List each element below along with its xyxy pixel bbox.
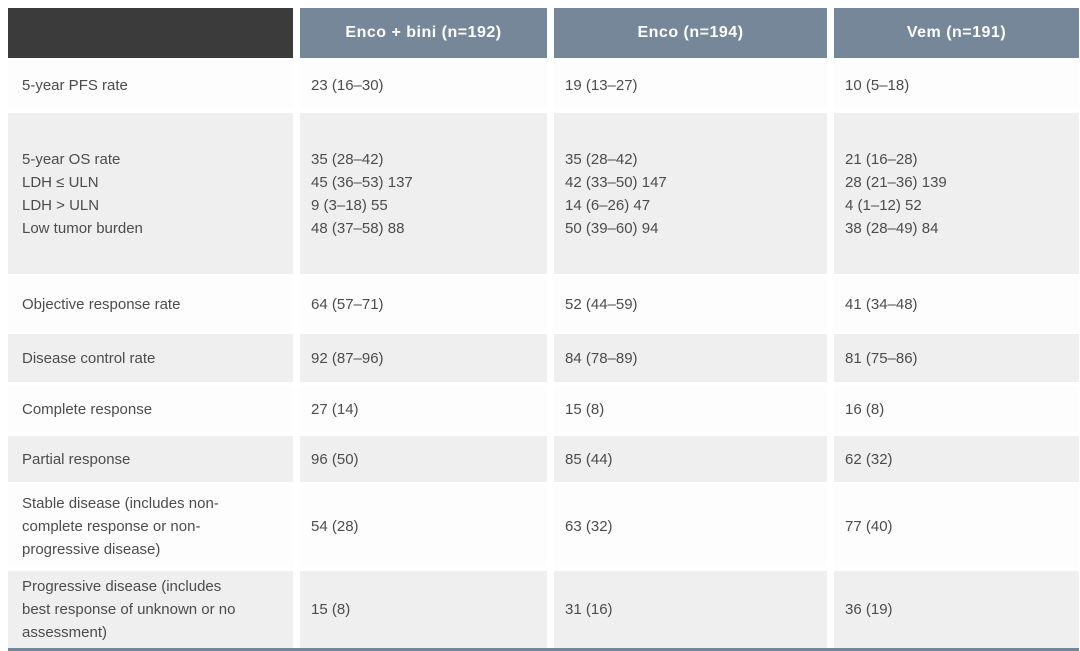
value-line: 28 (21–36) 139 [845,173,947,191]
row-label: Stable disease (includes non-complete re… [8,486,293,567]
header-cell-vem: Vem (n=191) [834,8,1079,58]
table-header-row: Enco + bini (n=192) Enco (n=194) Vem (n=… [8,8,1079,58]
value-enco-bini: 15 (8) [300,571,547,648]
value-enco-bini: 64 (57–71) [300,278,547,330]
value-line: 35 (28–42) [311,150,384,168]
row-label: Complete response [8,386,293,432]
value-enco: 35 (28–42) 42 (33–50) 147 14 (6–26) 47 5… [554,113,827,274]
value-line: 14 (6–26) 47 [565,196,651,214]
value-enco-bini: 23 (16–30) [300,62,547,109]
value-vem: 41 (34–48) [834,278,1079,330]
value-line: 35 (28–42) [565,150,638,168]
value-line: 4 (1–12) 52 [845,196,922,214]
table-row-pfs-rate: 5-year PFS rate 23 (16–30) 19 (13–27) 10… [8,62,1079,109]
value-line: 42 (33–50) 147 [565,173,667,191]
table-row-os-rate-block: 5-year OS rate LDH ≤ ULN LDH > ULN Low t… [8,113,1079,274]
value-enco: 85 (44) [554,436,827,482]
value-enco-bini: 35 (28–42) 45 (36–53) 137 9 (3–18) 55 48… [300,113,547,274]
value-vem: 77 (40) [834,486,1079,567]
value-enco-bini: 27 (14) [300,386,547,432]
header-cell-enco-bini: Enco + bini (n=192) [300,8,547,58]
value-line: 9 (3–18) 55 [311,196,388,214]
value-enco-bini: 92 (87–96) [300,334,547,382]
value-line: 21 (16–28) [845,150,918,168]
row-label: Partial response [8,436,293,482]
row-label: 5-year OS rate LDH ≤ ULN LDH > ULN Low t… [8,113,293,274]
efficacy-results-table: Enco + bini (n=192) Enco (n=194) Vem (n=… [8,8,1079,651]
value-enco: 63 (32) [554,486,827,567]
value-enco-bini: 54 (28) [300,486,547,567]
value-vem: 16 (8) [834,386,1079,432]
row-label-line: LDH ≤ ULN [22,173,99,191]
value-vem: 81 (75–86) [834,334,1079,382]
value-enco: 31 (16) [554,571,827,648]
row-label: 5-year PFS rate [8,62,293,109]
value-vem: 36 (19) [834,571,1079,648]
table-row-partial-response: Partial response 96 (50) 85 (44) 62 (32) [8,436,1079,482]
value-vem: 62 (32) [834,436,1079,482]
header-cell-enco: Enco (n=194) [554,8,827,58]
row-label-line: 5-year OS rate [22,150,121,168]
table-row-objective-response-rate: Objective response rate 64 (57–71) 52 (4… [8,278,1079,330]
row-label: Objective response rate [8,278,293,330]
value-enco: 52 (44–59) [554,278,827,330]
row-label-line: LDH > ULN [22,196,100,214]
value-vem: 10 (5–18) [834,62,1079,109]
value-line: 50 (39–60) 94 [565,219,659,237]
value-line: 45 (36–53) 137 [311,173,413,191]
value-vem: 21 (16–28) 28 (21–36) 139 4 (1–12) 52 38… [834,113,1079,274]
row-label: Disease control rate [8,334,293,382]
value-enco: 15 (8) [554,386,827,432]
row-label: Progressive disease (includes best respo… [8,571,293,648]
value-line: 38 (28–49) 84 [845,219,939,237]
value-enco: 19 (13–27) [554,62,827,109]
table-row-stable-disease: Stable disease (includes non-complete re… [8,486,1079,567]
value-enco-bini: 96 (50) [300,436,547,482]
value-line: 48 (37–58) 88 [311,219,405,237]
value-enco: 84 (78–89) [554,334,827,382]
header-cell-empty [8,8,293,58]
table-row-complete-response: Complete response 27 (14) 15 (8) 16 (8) [8,386,1079,432]
table-row-disease-control-rate: Disease control rate 92 (87–96) 84 (78–8… [8,334,1079,382]
table-row-progressive-disease: Progressive disease (includes best respo… [8,571,1079,648]
row-label-line: Low tumor burden [22,219,143,237]
